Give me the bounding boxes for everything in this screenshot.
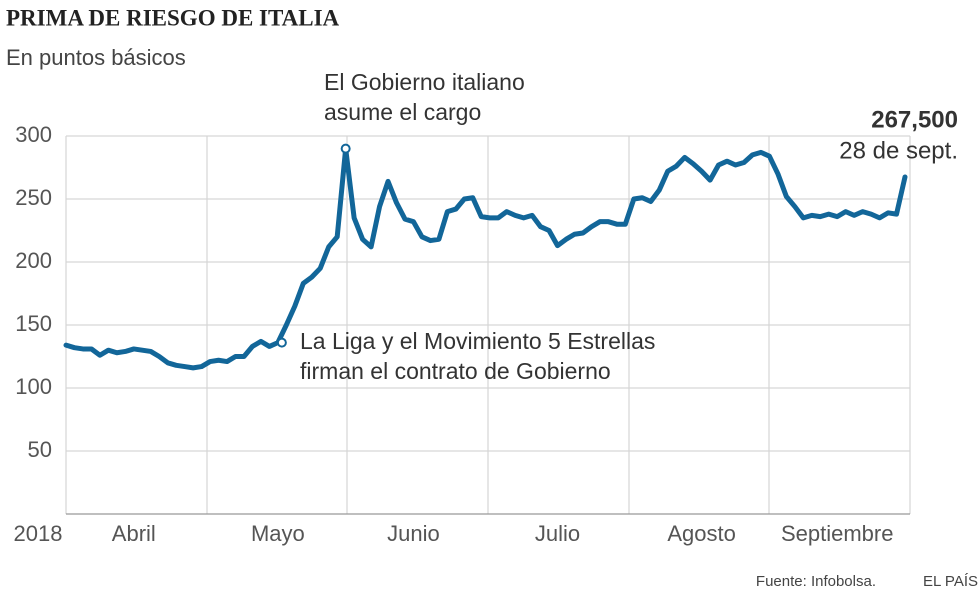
annotation-text: La Liga y el Movimiento 5 Estrellas bbox=[300, 328, 655, 354]
x-tick-label: Junio bbox=[387, 521, 440, 546]
y-tick-label: 150 bbox=[15, 311, 52, 336]
x-tick-label: Julio bbox=[535, 521, 580, 546]
end-value-label: 267,500 bbox=[871, 106, 958, 133]
x-tick-label: Mayo bbox=[251, 521, 305, 546]
brand: EL PAÍS bbox=[923, 573, 978, 590]
x-tick-label: Abril bbox=[112, 521, 156, 546]
annotation-marker bbox=[276, 337, 287, 348]
chart-subtitle: En puntos básicos bbox=[6, 45, 186, 70]
annotation-text: firman el contrato de Gobierno bbox=[300, 358, 611, 384]
year-label: 2018 bbox=[14, 521, 63, 546]
line bbox=[63, 146, 908, 371]
x-tick-label: Septiembre bbox=[781, 521, 894, 546]
y-tick-label: 100 bbox=[15, 374, 52, 399]
chart-title: PRIMA DE RIESGO DE ITALIA bbox=[6, 5, 340, 30]
annotation-marker bbox=[340, 143, 351, 154]
end-date-label: 28 de sept. bbox=[839, 137, 958, 164]
annotation-text: El Gobierno italiano bbox=[324, 69, 525, 95]
y-tick-label: 250 bbox=[15, 185, 52, 210]
y-tick-label: 200 bbox=[15, 248, 52, 273]
annotation-text: asume el cargo bbox=[324, 99, 481, 125]
source: Fuente: Infobolsa. bbox=[756, 573, 876, 590]
y-tick-label: 300 bbox=[15, 122, 52, 147]
x-tick-label: Agosto bbox=[667, 521, 736, 546]
y-tick-label: 50 bbox=[28, 437, 52, 462]
